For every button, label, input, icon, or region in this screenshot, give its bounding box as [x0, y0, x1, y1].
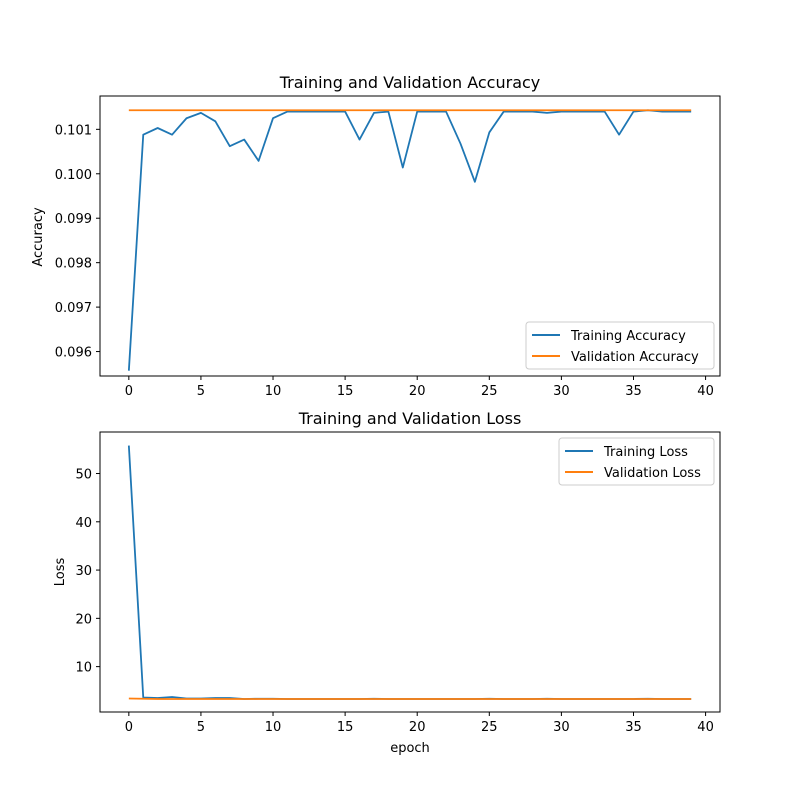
accuracy-y-axis-label: Accuracy [31, 207, 46, 267]
loss-y-tick-label: 40 [75, 516, 92, 531]
accuracy-x-tick-label: 10 [265, 384, 282, 399]
loss-x-tick-label: 5 [197, 720, 205, 735]
accuracy-chart: Training and Validation Accuracy Accurac… [31, 73, 721, 399]
accuracy-legend: Training Accuracy Validation Accuracy [525, 321, 715, 370]
loss-y-tick-label: 10 [75, 661, 92, 676]
loss-y-axis-label: Loss [53, 558, 68, 587]
loss-x-tick-label: 40 [697, 720, 714, 735]
loss-plot-frame [99, 431, 721, 713]
loss-x-tick-label: 30 [553, 720, 570, 735]
loss-legend: Training Loss Validation Loss [558, 437, 715, 486]
loss-y-tick-label: 20 [75, 612, 92, 627]
accuracy-x-tick-label: 40 [697, 384, 714, 399]
loss-x-tick-label: 35 [625, 720, 642, 735]
accuracy-x-tick-label: 30 [553, 384, 570, 399]
accuracy-x-tick-label: 20 [409, 384, 426, 399]
accuracy-x-tick-label: 5 [197, 384, 205, 399]
accuracy-y-tick-label: 0.097 [55, 301, 92, 316]
accuracy-plot-frame [99, 95, 721, 377]
legend-label-training-accuracy: Training Accuracy [570, 329, 686, 344]
accuracy-y-tick-label: 0.099 [55, 212, 92, 227]
legend-box [525, 321, 715, 370]
accuracy-y-tick-label: 0.098 [55, 257, 92, 272]
accuracy-y-tick-label: 0.101 [55, 123, 92, 138]
loss-chart-title: Training and Validation Loss [298, 409, 522, 428]
loss-x-axis-label: epoch [390, 741, 430, 756]
loss-x-tick-label: 15 [337, 720, 354, 735]
loss-x-tick-label: 25 [481, 720, 498, 735]
loss-y-tick-label: 50 [75, 468, 92, 483]
accuracy-x-tick-label: 0 [125, 384, 133, 399]
accuracy-y-tick-label: 0.096 [55, 346, 92, 361]
loss-x-tick-label: 20 [409, 720, 426, 735]
accuracy-x-tick-label: 35 [625, 384, 642, 399]
series-line-training-accuracy [127, 109, 692, 371]
loss-chart: Training and Validation Loss Loss epoch … [53, 409, 721, 756]
legend-label-validation-accuracy: Validation Accuracy [571, 350, 699, 365]
loss-x-tick-label: 0 [125, 720, 133, 735]
loss-y-tick-label: 30 [75, 564, 92, 579]
accuracy-x-tick-label: 15 [337, 384, 354, 399]
legend-label-training-loss: Training Loss [603, 445, 688, 460]
legend-box [558, 437, 715, 486]
accuracy-chart-title: Training and Validation Accuracy [279, 73, 541, 92]
legend-label-validation-loss: Validation Loss [604, 466, 701, 481]
accuracy-y-tick-label: 0.100 [55, 168, 92, 183]
accuracy-x-tick-label: 25 [481, 384, 498, 399]
loss-x-tick-label: 10 [265, 720, 282, 735]
